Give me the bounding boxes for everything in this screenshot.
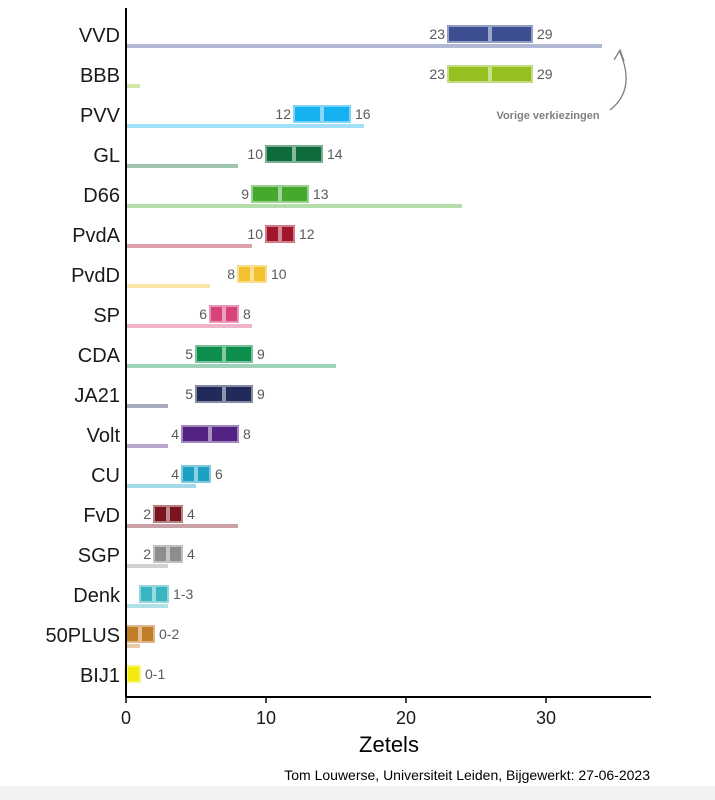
- range-low-label-volt: 4: [171, 426, 179, 442]
- range-low-label-pvdd: 8: [227, 266, 235, 282]
- range-median-d66: [278, 187, 282, 201]
- range-high-label-pvv: 16: [355, 106, 371, 122]
- party-labels: VVD BBB PVV GL D66 PvdA PvdD SP CDA JA21 Volt CU FvD…: [46, 25, 121, 687]
- range-median-pvdd: [250, 267, 254, 281]
- footer-bar: [0, 786, 715, 800]
- range-high-label-ja21: 9: [257, 386, 265, 402]
- party-label-sgp: SGP: [78, 545, 120, 567]
- x-axis-title: Zetels: [359, 732, 419, 757]
- range-high-label-gl: 14: [327, 146, 343, 162]
- range-low-label-ja21: 5: [185, 386, 193, 402]
- range-high-label-cu: 6: [215, 466, 223, 482]
- range-high-label-d66: 13: [313, 186, 329, 202]
- range-median-50plus: [138, 627, 142, 641]
- range-low-label-vvd: 23: [429, 26, 445, 42]
- previous-bar-cda: [126, 364, 336, 368]
- previous-bar-d66: [126, 204, 462, 208]
- range-high-label-sp: 8: [243, 306, 251, 322]
- previous-bar-sgp: [126, 564, 168, 568]
- party-label-cda: CDA: [78, 345, 121, 367]
- range-high-label-vvd: 29: [537, 26, 553, 42]
- party-label-50plus: 50PLUS: [46, 625, 121, 647]
- range-high-label-sgp: 4: [187, 546, 195, 562]
- range-median-gl: [292, 147, 296, 161]
- party-label-volt: Volt: [87, 425, 121, 447]
- range-high-label-pvdd: 10: [271, 266, 287, 282]
- range-median-bbb: [488, 67, 492, 81]
- range-low-label-gl: 10: [247, 146, 263, 162]
- x-axis-ticks: 0 10 20 30: [121, 697, 556, 728]
- previous-bar-vvd: [126, 44, 602, 48]
- annotation-label: Vorige verkiezingen: [496, 110, 599, 122]
- party-label-ja21: JA21: [74, 385, 120, 407]
- party-label-pvda: PvdA: [72, 225, 120, 247]
- range-median-pvda: [278, 227, 282, 241]
- range-low-label-d66: 9: [241, 186, 249, 202]
- party-label-cu: CU: [91, 465, 120, 487]
- previous-bar-50plus: [126, 644, 140, 648]
- range-high-label-bij1: 0-1: [145, 666, 165, 682]
- range-low-label-bbb: 23: [429, 66, 445, 82]
- range-low-label-cu: 4: [171, 466, 179, 482]
- party-label-denk: Denk: [73, 585, 121, 607]
- party-label-pvdd: PvdD: [71, 265, 120, 287]
- party-label-d66: D66: [83, 185, 120, 207]
- x-tick-label-20: 20: [396, 708, 416, 728]
- range-median-ja21: [222, 387, 226, 401]
- previous-bar-pvdd: [126, 284, 210, 288]
- previous-bar-pvv: [126, 124, 364, 128]
- range-labels: 23 29 23 29 12 16 10 14 9 13 10 12 8 10 6 8 5 9 5 9 4 8 4 6 2 4 2 4…: [143, 26, 553, 682]
- range-median-cda: [222, 347, 226, 361]
- range-low-label-pvda: 10: [247, 226, 263, 242]
- x-tick-label-30: 30: [536, 708, 556, 728]
- range-median-sgp: [166, 547, 170, 561]
- range-median-sp: [222, 307, 226, 321]
- previous-bar-bbb: [126, 84, 140, 88]
- range-low-label-sgp: 2: [143, 546, 151, 562]
- range-high-label-volt: 8: [243, 426, 251, 442]
- source-caption: Tom Louwerse, Universiteit Leiden, Bijge…: [284, 767, 650, 783]
- seat-range-bars: [124, 25, 533, 683]
- party-label-pvv: PVV: [80, 105, 121, 127]
- range-median-fvd: [166, 507, 170, 521]
- annotation-arrowhead: [613, 48, 625, 62]
- previous-bar-volt: [126, 444, 168, 448]
- range-median-cu: [194, 467, 198, 481]
- range-high-label-cda: 9: [257, 346, 265, 362]
- range-median-denk: [152, 587, 156, 601]
- previous-bar-denk: [126, 604, 168, 608]
- range-high-label-fvd: 4: [187, 506, 195, 522]
- range-median-volt: [208, 427, 212, 441]
- x-tick-label-10: 10: [256, 708, 276, 728]
- range-high-label-pvda: 12: [299, 226, 315, 242]
- range-high-label-bbb: 29: [537, 66, 553, 82]
- party-label-vvd: VVD: [79, 25, 120, 47]
- range-low-label-pvv: 12: [275, 106, 291, 122]
- previous-bar-pvda: [126, 244, 252, 248]
- party-label-sp: SP: [93, 305, 120, 327]
- previous-election-bars: [126, 44, 602, 648]
- previous-bar-fvd: [126, 524, 238, 528]
- previous-bar-ja21: [126, 404, 168, 408]
- party-label-bbb: BBB: [80, 65, 120, 87]
- previous-bar-gl: [126, 164, 238, 168]
- range-bar-bij1: [125, 665, 141, 683]
- range-median-vvd: [488, 27, 492, 41]
- range-high-label-50plus: 0-2: [159, 626, 179, 642]
- range-low-label-sp: 6: [199, 306, 207, 322]
- party-label-bij1: BIJ1: [80, 665, 120, 687]
- party-label-gl: GL: [93, 145, 120, 167]
- party-label-fvd: FvD: [83, 505, 120, 527]
- range-high-label-denk: 1-3: [173, 586, 193, 602]
- range-low-label-cda: 5: [185, 346, 193, 362]
- previous-bar-cu: [126, 484, 196, 488]
- range-median-pvv: [320, 107, 324, 121]
- range-low-label-fvd: 2: [143, 506, 151, 522]
- x-tick-label-0: 0: [121, 708, 131, 728]
- previous-bar-sp: [126, 324, 252, 328]
